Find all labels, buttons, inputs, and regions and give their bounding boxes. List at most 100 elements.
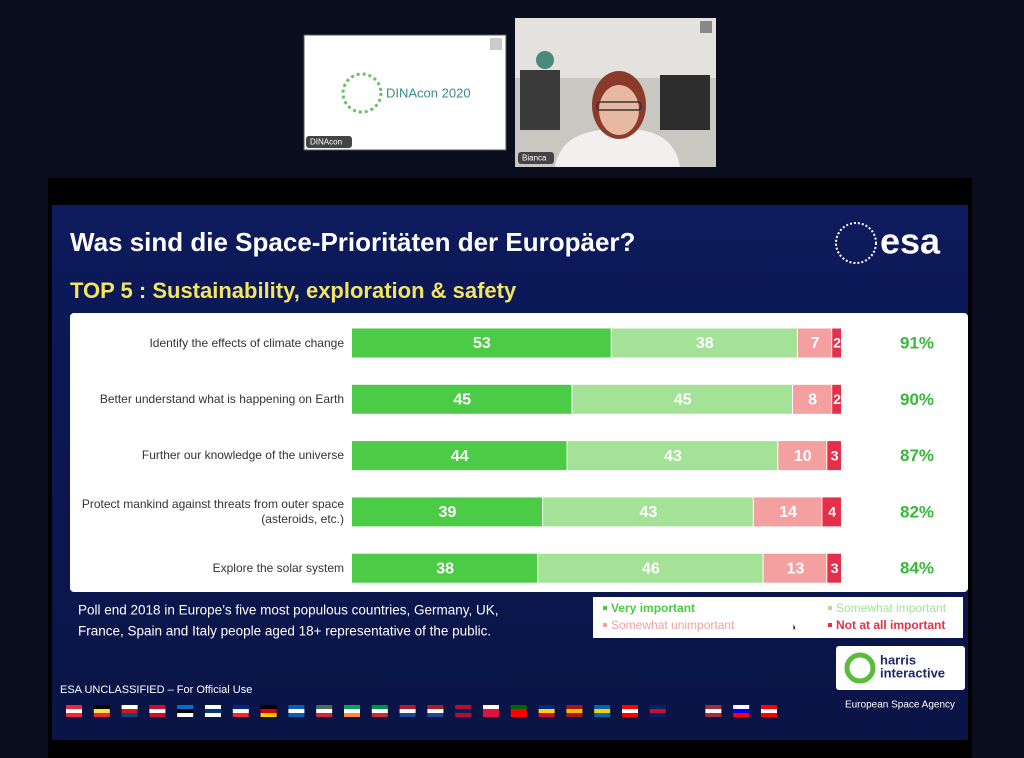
segment-label: 53 <box>473 335 491 352</box>
wall <box>515 18 716 78</box>
expand-icon[interactable] <box>490 38 502 50</box>
esa-logo: esa <box>880 221 941 262</box>
flag-stripe <box>205 705 221 709</box>
tile-label: Bianca <box>522 154 547 163</box>
note-line: Poll end 2018 in Europe’s five most popu… <box>78 603 498 618</box>
total-label: 87% <box>900 446 934 465</box>
legend-swatch <box>603 606 607 610</box>
flag-stripe <box>177 705 194 709</box>
classification: ESA UNCLASSIFIED – For Official Use <box>60 684 252 696</box>
flags <box>66 705 777 717</box>
flag-stripe <box>483 705 499 709</box>
flag-stripe <box>761 705 777 709</box>
flag-stripe <box>455 713 472 717</box>
bar-segment <box>572 384 792 414</box>
segment-label: 45 <box>453 392 471 409</box>
flag-stripe <box>177 709 194 713</box>
flag-stripe <box>316 705 333 709</box>
category-label-box: Identify the effects of climate change <box>149 335 344 350</box>
bar-segment <box>763 553 827 583</box>
segment-label: 38 <box>436 560 454 577</box>
flag-stripe <box>622 709 638 713</box>
legend-label: Very important <box>611 601 695 615</box>
flag-stripe <box>121 713 138 717</box>
flag-stripe <box>566 705 583 709</box>
flag-stripe <box>538 709 555 713</box>
label-bg <box>518 152 554 164</box>
flag-stripe <box>455 705 472 709</box>
expand-icon[interactable] <box>700 21 712 33</box>
category-label-box: Protect mankind against threats from out… <box>81 496 344 526</box>
category-label: Identify the effects of climate change <box>149 335 344 350</box>
flag-stripe <box>260 713 277 717</box>
furniture <box>520 70 560 130</box>
segment-label: 2 <box>833 335 841 351</box>
segment-label: 10 <box>794 448 812 465</box>
video-tile[interactable]: DINAcon 2020 DINAcon <box>303 34 507 151</box>
total-label: 91% <box>900 333 934 352</box>
flag-stripe <box>594 705 611 709</box>
flag-stripe <box>232 713 249 717</box>
category-label: Protect mankind against threats from out… <box>81 496 344 526</box>
bar-segment <box>567 441 778 471</box>
agency: European Space Agency <box>845 700 955 711</box>
category-label: Further our knowledge of the universe <box>141 448 344 463</box>
flag-stripe <box>149 709 166 713</box>
flag-stripe <box>399 709 416 713</box>
legend-label: Not at all important <box>836 618 945 632</box>
dinacon-icon <box>341 72 383 114</box>
flag-stripe <box>649 705 666 709</box>
segment-label: 43 <box>664 448 682 465</box>
partner-logo: harris <box>880 652 916 667</box>
flag-stripe <box>705 709 722 713</box>
flag-stripe <box>232 709 249 713</box>
flag-stripe <box>705 713 722 717</box>
note-line: France, Spain and Italy people aged 18+ … <box>78 624 491 639</box>
bar-segment <box>822 497 841 527</box>
flag-stripe <box>483 709 499 713</box>
slide-subtitle: TOP 5 : Sustainability, exploration & sa… <box>70 278 517 303</box>
segment-label: 13 <box>787 560 805 577</box>
segment-label: 4 <box>828 504 836 520</box>
label-bg <box>306 136 352 148</box>
bar-segment <box>611 328 797 358</box>
bar-segment <box>797 328 832 358</box>
flag-stripe <box>566 709 583 713</box>
flag-stripe <box>399 705 416 709</box>
flag-stripe <box>761 709 777 713</box>
segment-label: 43 <box>640 504 658 521</box>
flag-stripe <box>733 705 750 709</box>
category-label: Explore the solar system <box>212 560 344 575</box>
slide-title: Was sind die Space-Prioritäten der Europ… <box>70 227 635 257</box>
category-label-box: Better understand what is happening on E… <box>100 392 344 406</box>
cursor <box>792 623 798 633</box>
bar-segment <box>538 553 763 583</box>
partner-logo: interactive <box>880 665 945 680</box>
flag-stripe <box>705 705 722 709</box>
partner-icon <box>844 652 876 684</box>
flag-stripe <box>66 705 82 709</box>
flag-stripe <box>622 713 638 717</box>
total-label: 90% <box>900 390 934 409</box>
segment-label: 14 <box>779 504 797 521</box>
flag-stripe <box>205 713 221 717</box>
flag-stripe <box>649 709 666 713</box>
flag-stripe <box>93 705 110 709</box>
segment-label: 44 <box>451 448 469 465</box>
flag-stripe <box>761 713 777 717</box>
bar-segment <box>827 553 841 583</box>
legend-swatch <box>828 623 832 627</box>
bar-segment <box>832 384 841 414</box>
flag-stripe <box>371 713 388 717</box>
flag-stripe <box>66 709 82 713</box>
segment-label: 38 <box>696 335 714 352</box>
video-tile[interactable]: Bianca <box>515 18 716 167</box>
flag-stripe <box>649 713 666 717</box>
bar-segment <box>352 497 543 527</box>
bar-segment <box>832 328 841 358</box>
plant <box>536 51 554 69</box>
legend-label: Somewhat unimportant <box>611 618 735 632</box>
flag-stripe <box>149 705 166 709</box>
total-label: 82% <box>900 502 934 521</box>
bar-segment <box>352 328 611 358</box>
